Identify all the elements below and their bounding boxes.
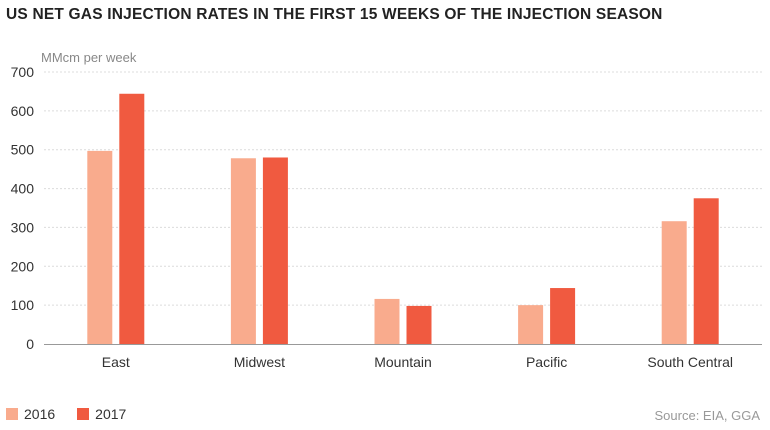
x-axis-ticks: East Midwest Mountain Pacific South Central (102, 354, 733, 370)
legend-item-2016: 2016 (6, 406, 55, 422)
legend-label-2017: 2017 (95, 406, 127, 422)
bar-2017-midwest (262, 157, 288, 344)
y-tick-label: 500 (11, 142, 35, 158)
bar-2017-pacific (550, 288, 576, 344)
legend-item-2017: 2017 (77, 406, 126, 422)
source-note: Source: EIA, GGA (654, 408, 761, 423)
gridlines (44, 71, 762, 306)
x-tick-label: Pacific (526, 354, 567, 370)
bar-chart: 0 100 200 300 400 500 600 700 MMcm per week Eas… (11, 50, 762, 370)
y-tick-label: 600 (11, 103, 35, 119)
legend-swatch-2017 (77, 408, 90, 420)
chart-title: US NET GAS INJECTION RATES IN THE FIRST … (6, 6, 663, 23)
legend-label-2016: 2016 (24, 406, 56, 422)
bar-2017-east (119, 93, 145, 344)
bar-2016-pacific (518, 305, 544, 344)
bar-2016-midwest (230, 158, 256, 344)
legend: 2016 2017 (6, 406, 148, 422)
bar-2016-east (87, 150, 113, 344)
y-tick-label: 0 (26, 336, 34, 352)
x-tick-label: Mountain (374, 354, 432, 370)
y-tick-label: 300 (11, 219, 35, 235)
x-tick-label: Midwest (234, 354, 285, 370)
y-axis-ticks: 0 100 200 300 400 500 600 700 (11, 64, 35, 352)
bar-2016-south-central (661, 221, 687, 344)
x-tick-label: East (102, 354, 130, 370)
legend-swatch-2016 (6, 408, 18, 420)
bar-2017-mountain (406, 305, 432, 344)
bars (87, 93, 719, 344)
bar-2016-mountain (374, 298, 400, 344)
y-axis-label: MMcm per week (41, 50, 137, 65)
y-tick-label: 100 (11, 297, 35, 313)
bar-2017-south-central (693, 198, 719, 344)
x-tick-label: South Central (647, 354, 733, 370)
y-tick-label: 700 (11, 64, 35, 80)
y-tick-label: 400 (11, 181, 35, 197)
y-tick-label: 200 (11, 258, 35, 274)
